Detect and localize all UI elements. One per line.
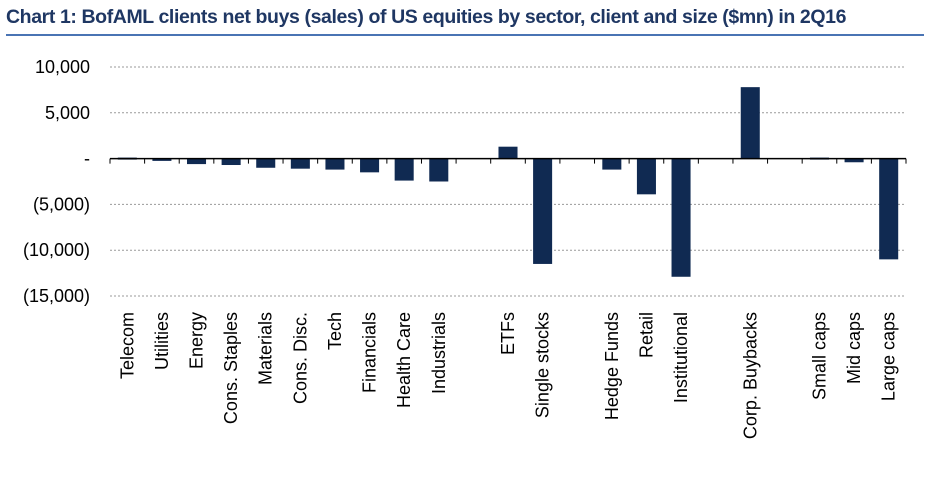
bars [117,87,899,277]
bar [879,158,899,260]
bar [844,158,864,163]
y-tick-label: - [84,149,90,169]
category-label: Corp. Buybacks [740,312,760,439]
category-label: Retail [636,312,656,358]
y-tick-labels: 10,000 5,000 - (5,000) (10,000) (15,000) [23,57,90,306]
bar [740,87,760,159]
category-label: Small caps [809,312,829,400]
bar [152,158,172,161]
bar [187,158,207,165]
category-label: Financials [360,312,380,393]
category-label: Large caps [879,312,899,401]
gridlines [110,66,906,297]
category-label: Health Care [394,312,414,408]
y-tick-label: 5,000 [45,103,90,123]
category-label: Cons. Disc. [290,312,310,404]
bar [671,158,691,277]
x-axis [109,157,907,164]
category-label: Tech [325,312,345,350]
bar [394,158,414,181]
bar [429,158,449,182]
title-rule [6,34,924,36]
y-tick-label: (10,000) [23,240,90,260]
category-label: Telecom [117,312,137,379]
bar [636,158,656,195]
category-label: Single stocks [533,312,553,418]
bar [325,158,345,170]
bar [602,158,622,170]
bar [290,158,310,169]
category-label: Cons. Staples [221,312,241,424]
y-tick-label: (5,000) [33,194,90,214]
category-label: Materials [256,312,276,385]
category-label: Energy [187,312,207,369]
bar [360,158,380,173]
category-label: ETFs [498,312,518,355]
category-label: Institutional [671,312,691,403]
y-tick-label: 10,000 [35,57,90,77]
y-tick-label: (15,000) [23,286,90,306]
category-label: Mid caps [844,312,864,384]
bar [221,158,241,166]
bar [256,158,276,168]
category-labels: Telecom Utilities Energy Cons. Staples Mater… [117,312,898,439]
bar [498,146,518,159]
category-label: Industrials [429,312,449,394]
bar [533,158,553,264]
category-label: Utilities [152,312,172,370]
chart-title: Chart 1: BofAML clients net buys (sales)… [6,6,847,28]
category-label: Hedge Funds [602,312,622,420]
